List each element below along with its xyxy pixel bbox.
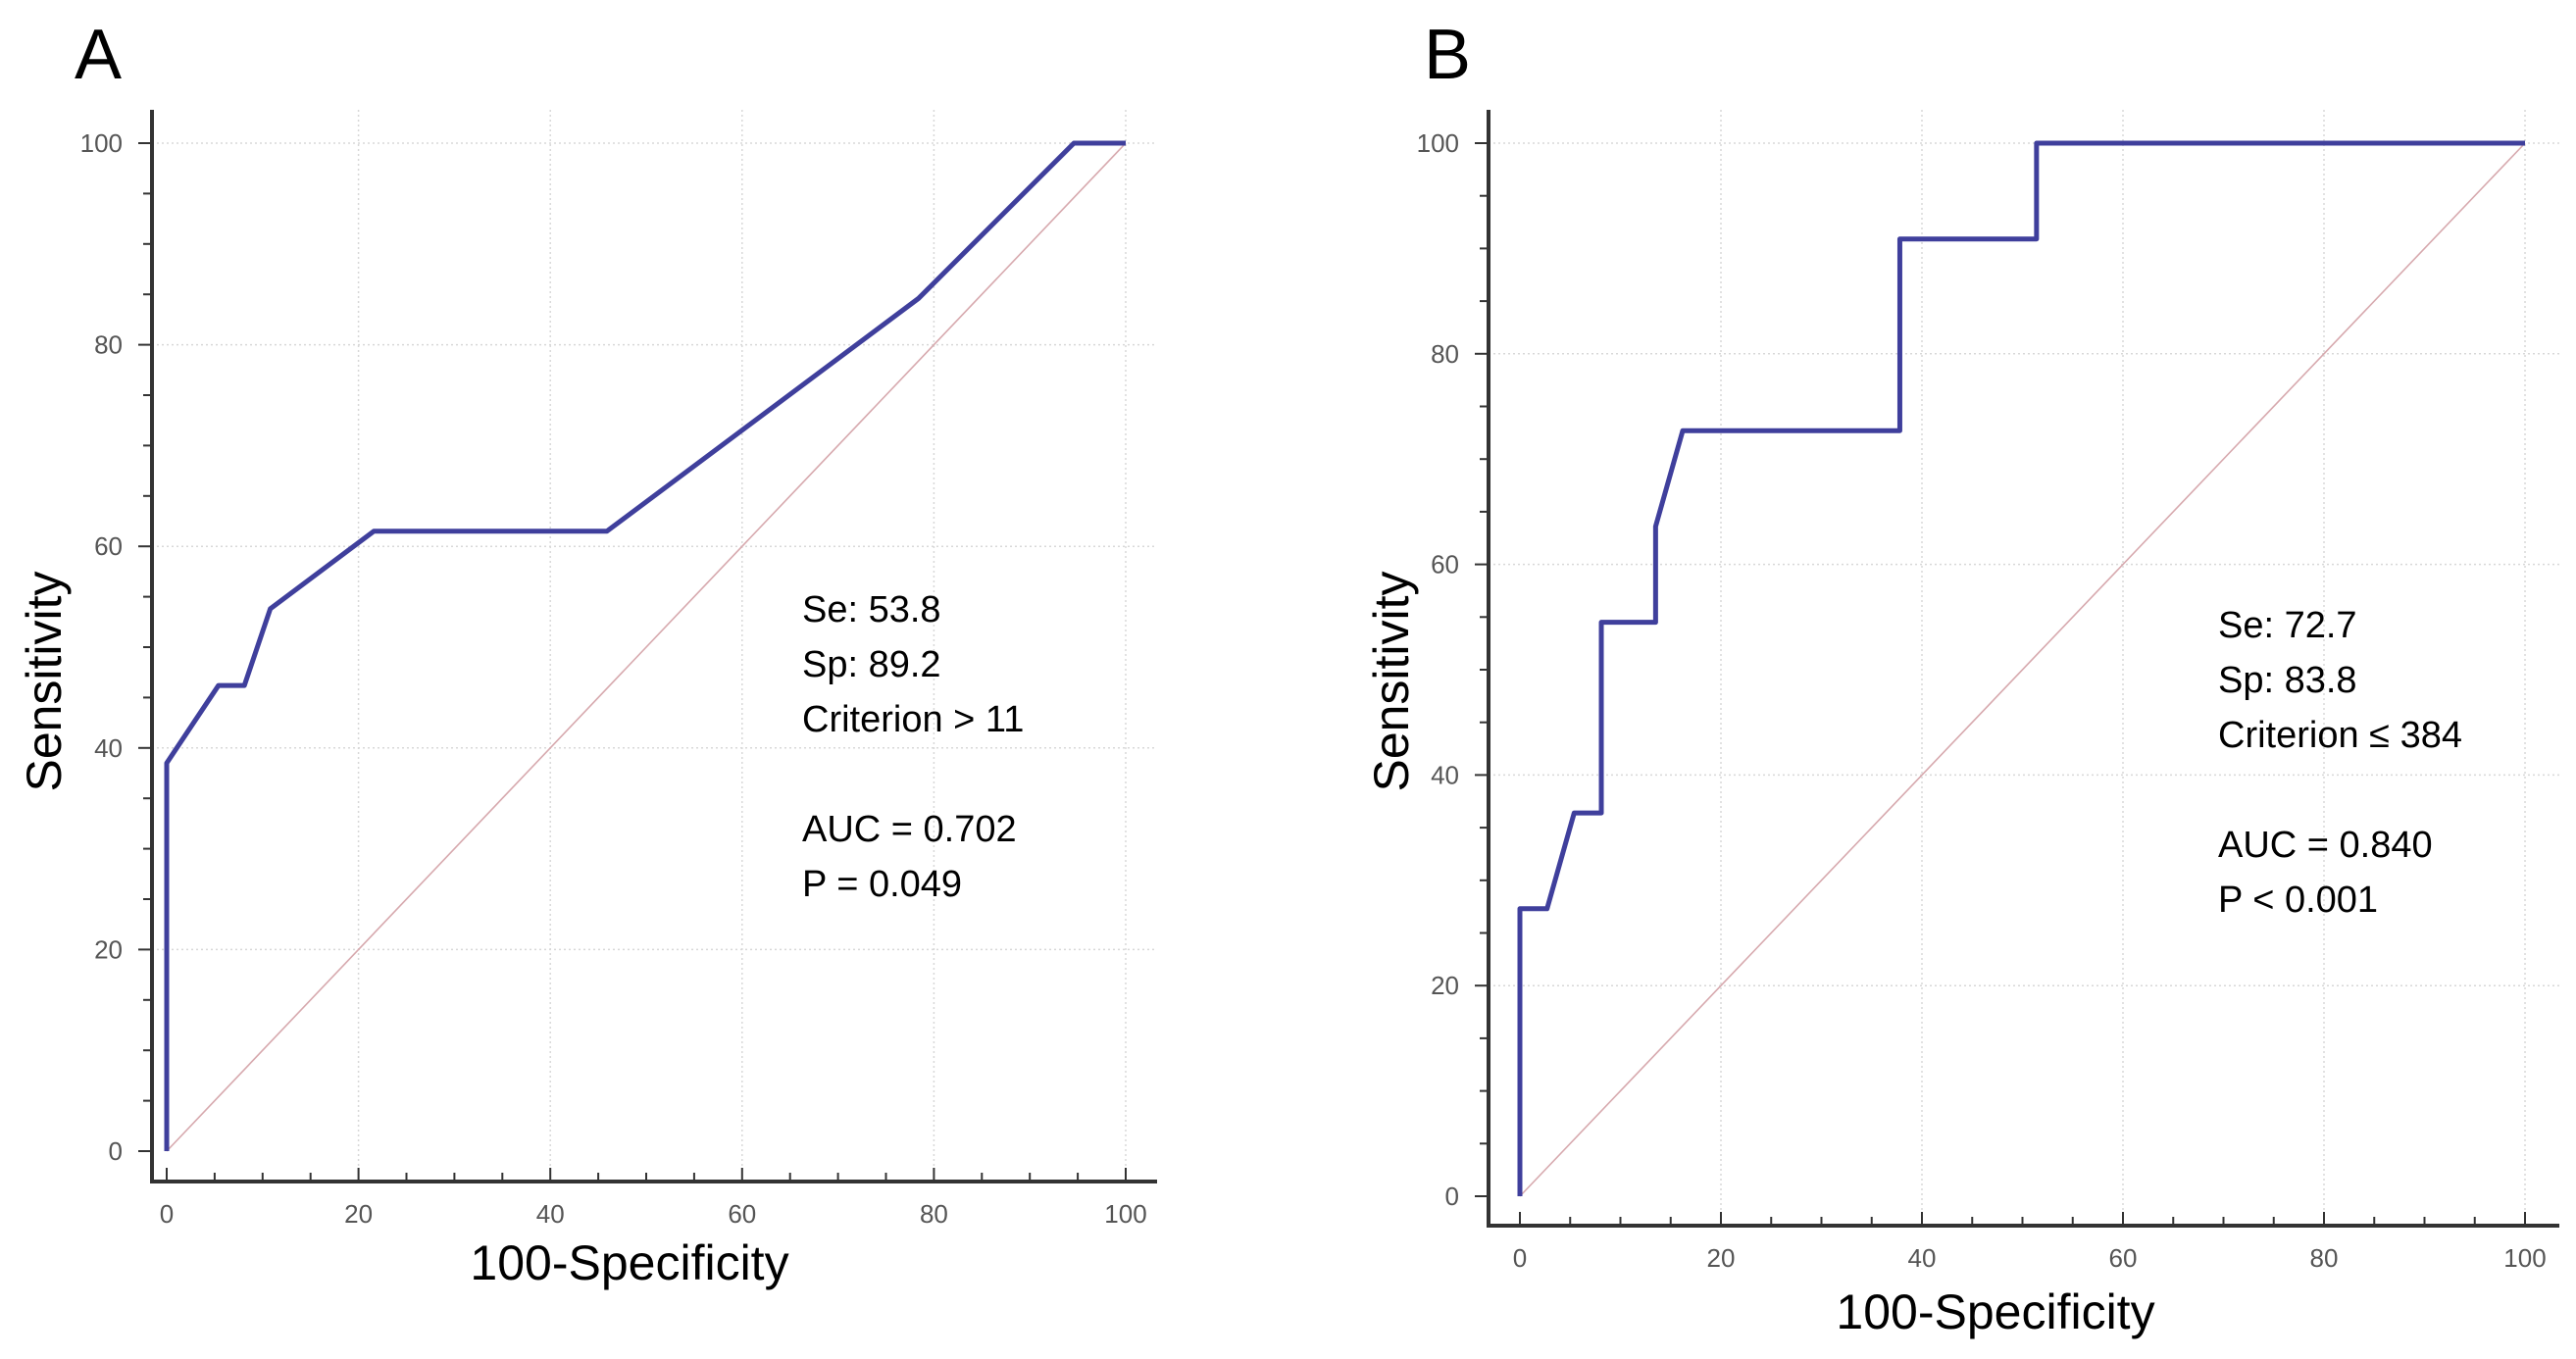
panel-b-x-tick-label-20: 20: [1707, 1243, 1736, 1273]
panel-b-y-tick-label-0: 0: [1445, 1182, 1459, 1211]
panel-a-x-tick-label-20: 20: [344, 1199, 373, 1229]
panel-a-reference-line: [166, 142, 1127, 1152]
panel-b: B 0 20 40 60 80 100 0 20 40 60 80 100 100-Specifici…: [1364, 16, 2559, 1339]
panel-b-roc-line: [1517, 140, 2525, 1196]
panel-a-se: Se: 53.8: [802, 589, 941, 630]
panel-b-y-tick-label-20: 20: [1431, 971, 1459, 1000]
panel-a-roc-line: [164, 140, 1126, 1151]
panel-b-criterion: Criterion ≤ 384: [2218, 715, 2462, 756]
panel-b-reference-diagonal: [1519, 142, 2526, 1197]
panel-b-p-value: P < 0.001: [2218, 880, 2378, 921]
panel-b-y-tick-label-60: 60: [1431, 550, 1459, 579]
panel-b-sp: Sp: 83.8: [2218, 660, 2357, 701]
panel-a-x-tick-label-0: 0: [160, 1199, 174, 1229]
panel-b-x-axis-title: 100-Specificity: [1836, 1284, 2154, 1339]
panel-b-tick-labels: 0 20 40 60 80 100 0 20 40 60 80 100: [1417, 128, 2547, 1273]
panel-a-y-tick-label-60: 60: [94, 531, 123, 561]
panel-b-roc-curve: [1517, 140, 2525, 1196]
panel-b-y-tick-label-40: 40: [1431, 760, 1459, 789]
panel-a-y-tick-label-80: 80: [94, 330, 123, 360]
panel-b-x-tick-label-40: 40: [1908, 1243, 1937, 1273]
panel-b-x-tick-label-0: 0: [1513, 1243, 1527, 1273]
panel-a-reference-diagonal: [166, 142, 1127, 1152]
panel-a-p-value: P = 0.049: [802, 864, 962, 905]
panel-a-auc: AUC = 0.702: [802, 809, 1017, 850]
panel-b-x-tick-label-80: 80: [2310, 1243, 2339, 1273]
panel-b-y-tick-label-100: 100: [1417, 128, 1459, 158]
panel-a-x-tick-label-100: 100: [1104, 1199, 1146, 1229]
panel-a-grid: [152, 110, 1157, 1182]
panel-b-reference-line: [1519, 142, 2526, 1197]
panel-a-y-tick-label-100: 100: [80, 128, 123, 158]
panel-b-axes: [1475, 110, 2559, 1228]
panel-b-auc: AUC = 0.840: [2218, 825, 2433, 866]
panel-a-x-tick-label-80: 80: [920, 1199, 948, 1229]
panel-a-x-tick-label-40: 40: [536, 1199, 565, 1229]
panel-b-x-tick-label-100: 100: [2503, 1243, 2546, 1273]
panel-a-stats: Se: 53.8 Sp: 89.2 Criterion > 11 AUC = 0…: [802, 589, 1024, 905]
panel-a-letter: A: [75, 16, 122, 94]
panel-a-criterion: Criterion > 11: [802, 699, 1024, 740]
panel-a-x-tick-label-60: 60: [728, 1199, 756, 1229]
panel-a-y-tick-label-20: 20: [94, 934, 123, 964]
panel-b-y-tick-label-80: 80: [1431, 339, 1459, 369]
panel-a-y-tick-label-0: 0: [109, 1136, 123, 1166]
panel-a-y-axis-title: Sensitivity: [17, 571, 72, 791]
panel-b-letter: B: [1424, 16, 1471, 94]
panel-a-y-tick-label-40: 40: [94, 733, 123, 763]
panel-b-se: Se: 72.7: [2218, 605, 2357, 646]
panel-a: A 0 20 40 60 80 100 0 20 40 60 80 100 100-Specifici…: [17, 16, 1157, 1290]
panel-a-roc-curve: [164, 140, 1126, 1151]
panel-a-sp: Sp: 89.2: [802, 644, 941, 685]
panel-a-axes: [138, 110, 1157, 1183]
panel-a-tick-labels: 0 20 40 60 80 100 0 20 40 60 80 100: [80, 128, 1147, 1229]
panel-b-y-axis-title: Sensitivity: [1364, 571, 1419, 791]
panel-a-x-axis-title: 100-Specificity: [470, 1235, 788, 1290]
panel-b-stats: Se: 72.7 Sp: 83.8 Criterion ≤ 384 AUC = …: [2218, 605, 2462, 921]
panel-b-x-tick-label-60: 60: [2109, 1243, 2138, 1273]
